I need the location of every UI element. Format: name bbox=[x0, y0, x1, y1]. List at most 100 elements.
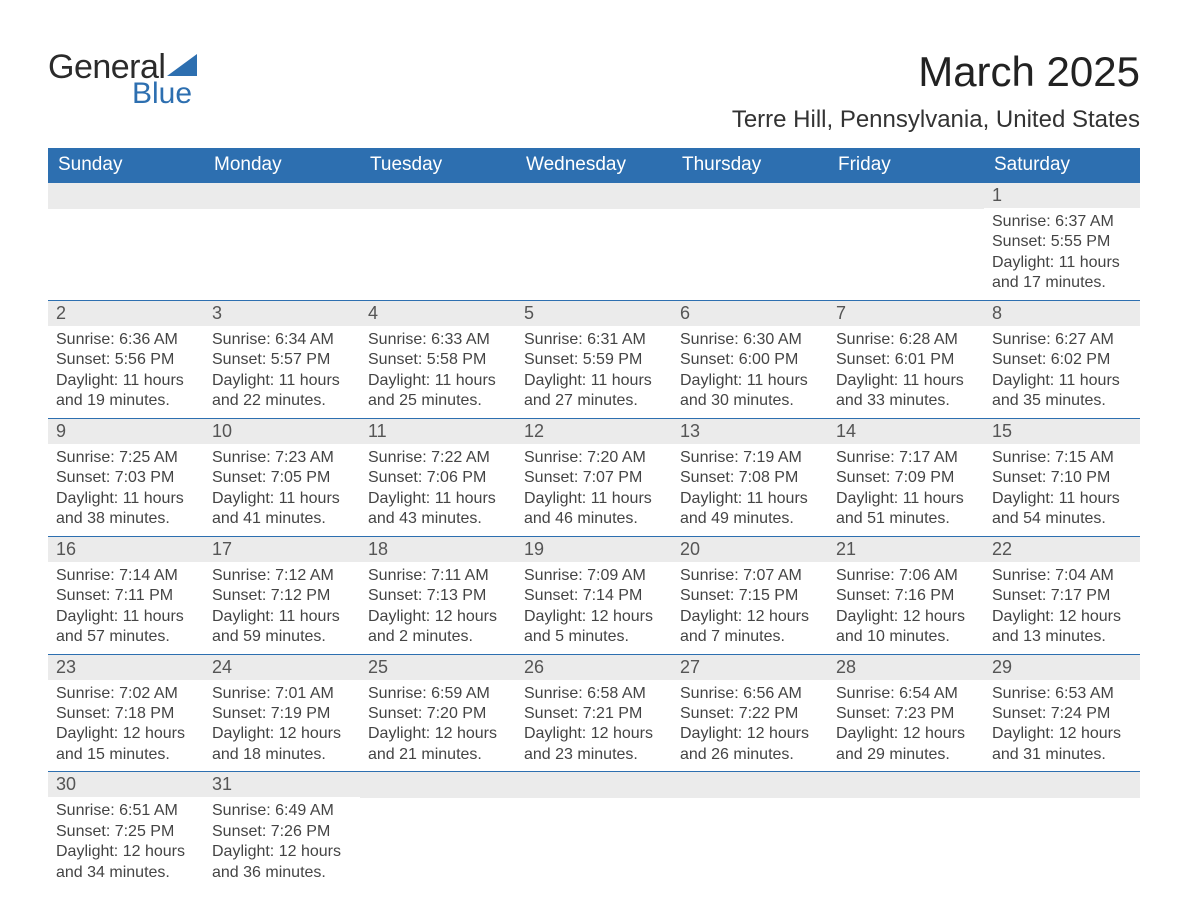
day-number bbox=[48, 183, 204, 209]
day-data bbox=[828, 798, 984, 838]
day-data bbox=[360, 209, 516, 249]
day-data: Sunrise: 7:14 AMSunset: 7:11 PMDaylight:… bbox=[48, 562, 204, 654]
calendar-cell bbox=[516, 772, 672, 889]
sunset-line: Sunset: 7:07 PM bbox=[524, 468, 664, 488]
calendar-cell: 26Sunrise: 6:58 AMSunset: 7:21 PMDayligh… bbox=[516, 654, 672, 772]
calendar-table: SundayMondayTuesdayWednesdayThursdayFrid… bbox=[48, 148, 1140, 889]
day-number: 30 bbox=[48, 772, 204, 797]
calendar-cell: 21Sunrise: 7:06 AMSunset: 7:16 PMDayligh… bbox=[828, 536, 984, 654]
day-data: Sunrise: 6:54 AMSunset: 7:23 PMDaylight:… bbox=[828, 680, 984, 772]
day-number: 14 bbox=[828, 419, 984, 444]
daylight-line: Daylight: 12 hours and 10 minutes. bbox=[836, 607, 976, 648]
day-number: 13 bbox=[672, 419, 828, 444]
day-header: Sunday bbox=[48, 148, 204, 183]
sunset-line: Sunset: 7:14 PM bbox=[524, 586, 664, 606]
daylight-line: Daylight: 11 hours and 30 minutes. bbox=[680, 371, 820, 412]
day-data: Sunrise: 7:22 AMSunset: 7:06 PMDaylight:… bbox=[360, 444, 516, 536]
calendar-week: 9Sunrise: 7:25 AMSunset: 7:03 PMDaylight… bbox=[48, 418, 1140, 536]
calendar-week: 16Sunrise: 7:14 AMSunset: 7:11 PMDayligh… bbox=[48, 536, 1140, 654]
sunrise-line: Sunrise: 6:56 AM bbox=[680, 684, 820, 704]
sunrise-line: Sunrise: 7:17 AM bbox=[836, 448, 976, 468]
day-data: Sunrise: 7:11 AMSunset: 7:13 PMDaylight:… bbox=[360, 562, 516, 654]
daylight-line: Daylight: 12 hours and 7 minutes. bbox=[680, 607, 820, 648]
daylight-line: Daylight: 11 hours and 19 minutes. bbox=[56, 371, 196, 412]
day-header: Friday bbox=[828, 148, 984, 183]
day-data: Sunrise: 7:25 AMSunset: 7:03 PMDaylight:… bbox=[48, 444, 204, 536]
sunset-line: Sunset: 6:01 PM bbox=[836, 350, 976, 370]
day-header: Monday bbox=[204, 148, 360, 183]
sunrise-line: Sunrise: 6:27 AM bbox=[992, 330, 1132, 350]
calendar-cell: 1Sunrise: 6:37 AMSunset: 5:55 PMDaylight… bbox=[984, 183, 1140, 301]
day-data: Sunrise: 7:04 AMSunset: 7:17 PMDaylight:… bbox=[984, 562, 1140, 654]
day-number: 2 bbox=[48, 301, 204, 326]
sunset-line: Sunset: 7:12 PM bbox=[212, 586, 352, 606]
sunrise-line: Sunrise: 7:14 AM bbox=[56, 566, 196, 586]
sunset-line: Sunset: 7:22 PM bbox=[680, 704, 820, 724]
calendar-cell: 12Sunrise: 7:20 AMSunset: 7:07 PMDayligh… bbox=[516, 418, 672, 536]
calendar-cell: 30Sunrise: 6:51 AMSunset: 7:25 PMDayligh… bbox=[48, 772, 204, 889]
day-number: 18 bbox=[360, 537, 516, 562]
calendar-cell bbox=[828, 772, 984, 889]
calendar-cell: 11Sunrise: 7:22 AMSunset: 7:06 PMDayligh… bbox=[360, 418, 516, 536]
day-header: Saturday bbox=[984, 148, 1140, 183]
sunset-line: Sunset: 7:15 PM bbox=[680, 586, 820, 606]
day-data: Sunrise: 6:36 AMSunset: 5:56 PMDaylight:… bbox=[48, 326, 204, 418]
day-data: Sunrise: 6:28 AMSunset: 6:01 PMDaylight:… bbox=[828, 326, 984, 418]
sunrise-line: Sunrise: 6:58 AM bbox=[524, 684, 664, 704]
sunset-line: Sunset: 7:13 PM bbox=[368, 586, 508, 606]
sunrise-line: Sunrise: 7:20 AM bbox=[524, 448, 664, 468]
sunset-line: Sunset: 7:25 PM bbox=[56, 822, 196, 842]
day-data bbox=[204, 209, 360, 249]
daylight-line: Daylight: 12 hours and 29 minutes. bbox=[836, 724, 976, 765]
sunset-line: Sunset: 7:03 PM bbox=[56, 468, 196, 488]
sunrise-line: Sunrise: 7:02 AM bbox=[56, 684, 196, 704]
day-data: Sunrise: 6:27 AMSunset: 6:02 PMDaylight:… bbox=[984, 326, 1140, 418]
day-data: Sunrise: 6:31 AMSunset: 5:59 PMDaylight:… bbox=[516, 326, 672, 418]
sunset-line: Sunset: 7:23 PM bbox=[836, 704, 976, 724]
calendar-week: 1Sunrise: 6:37 AMSunset: 5:55 PMDaylight… bbox=[48, 183, 1140, 301]
day-data bbox=[516, 209, 672, 249]
calendar-cell bbox=[516, 183, 672, 301]
daylight-line: Daylight: 12 hours and 5 minutes. bbox=[524, 607, 664, 648]
day-number bbox=[360, 183, 516, 209]
day-number: 31 bbox=[204, 772, 360, 797]
calendar-body: 1Sunrise: 6:37 AMSunset: 5:55 PMDaylight… bbox=[48, 183, 1140, 890]
day-number: 20 bbox=[672, 537, 828, 562]
sunset-line: Sunset: 7:16 PM bbox=[836, 586, 976, 606]
calendar-cell: 25Sunrise: 6:59 AMSunset: 7:20 PMDayligh… bbox=[360, 654, 516, 772]
day-number: 17 bbox=[204, 537, 360, 562]
daylight-line: Daylight: 11 hours and 38 minutes. bbox=[56, 489, 196, 530]
day-number: 19 bbox=[516, 537, 672, 562]
day-data bbox=[984, 798, 1140, 838]
calendar-cell: 13Sunrise: 7:19 AMSunset: 7:08 PMDayligh… bbox=[672, 418, 828, 536]
calendar-cell bbox=[672, 183, 828, 301]
day-number: 24 bbox=[204, 655, 360, 680]
daylight-line: Daylight: 11 hours and 59 minutes. bbox=[212, 607, 352, 648]
daylight-line: Daylight: 11 hours and 57 minutes. bbox=[56, 607, 196, 648]
day-number: 22 bbox=[984, 537, 1140, 562]
sunset-line: Sunset: 5:58 PM bbox=[368, 350, 508, 370]
day-data: Sunrise: 7:23 AMSunset: 7:05 PMDaylight:… bbox=[204, 444, 360, 536]
calendar-cell bbox=[48, 183, 204, 301]
day-data bbox=[672, 209, 828, 249]
calendar-cell: 3Sunrise: 6:34 AMSunset: 5:57 PMDaylight… bbox=[204, 300, 360, 418]
day-number bbox=[984, 772, 1140, 798]
page-header: General Blue March 2025 Terre Hill, Penn… bbox=[48, 48, 1140, 134]
daylight-line: Daylight: 12 hours and 34 minutes. bbox=[56, 842, 196, 883]
calendar-cell: 16Sunrise: 7:14 AMSunset: 7:11 PMDayligh… bbox=[48, 536, 204, 654]
sunset-line: Sunset: 7:17 PM bbox=[992, 586, 1132, 606]
day-number: 1 bbox=[984, 183, 1140, 208]
calendar-cell bbox=[360, 772, 516, 889]
day-data: Sunrise: 7:09 AMSunset: 7:14 PMDaylight:… bbox=[516, 562, 672, 654]
sunset-line: Sunset: 7:18 PM bbox=[56, 704, 196, 724]
daylight-line: Daylight: 12 hours and 18 minutes. bbox=[212, 724, 352, 765]
day-number bbox=[516, 772, 672, 798]
day-number bbox=[828, 183, 984, 209]
sunrise-line: Sunrise: 7:01 AM bbox=[212, 684, 352, 704]
sunrise-line: Sunrise: 7:12 AM bbox=[212, 566, 352, 586]
day-data: Sunrise: 6:30 AMSunset: 6:00 PMDaylight:… bbox=[672, 326, 828, 418]
day-number bbox=[360, 772, 516, 798]
sunset-line: Sunset: 7:11 PM bbox=[56, 586, 196, 606]
sunset-line: Sunset: 7:08 PM bbox=[680, 468, 820, 488]
calendar-week: 30Sunrise: 6:51 AMSunset: 7:25 PMDayligh… bbox=[48, 772, 1140, 889]
